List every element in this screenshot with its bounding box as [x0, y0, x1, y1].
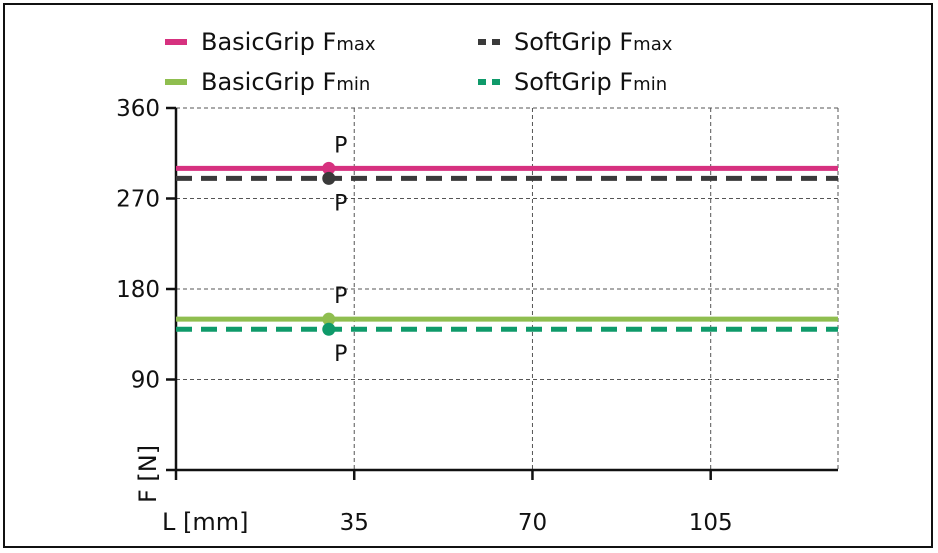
data-point-3 — [322, 322, 336, 336]
point-label-1: P — [334, 191, 347, 216]
point-label-3: P — [334, 342, 347, 367]
data-point-2 — [322, 312, 336, 326]
y-tick-label: 90 — [131, 368, 160, 394]
data-point-0 — [322, 161, 336, 175]
x-tick-label: 105 — [689, 510, 733, 536]
tick-labels: 90 180 270 360 35 70 105 — [116, 96, 733, 536]
legend-label-2: BasicGrip Fmin — [201, 68, 370, 96]
data-point-1 — [322, 171, 336, 185]
legend-label-1: SoftGrip Fmax — [514, 28, 673, 56]
x-tick-label: 35 — [340, 510, 369, 536]
legend-label-0: BasicGrip Fmax — [201, 28, 376, 56]
axes — [166, 106, 838, 480]
series-lines — [176, 165, 838, 332]
point-label-2: P — [334, 284, 347, 309]
y-tick-label: 180 — [116, 277, 160, 303]
chart-frame — [3, 3, 933, 548]
y-tick-label: 270 — [116, 187, 160, 213]
data-points: P P P P — [322, 133, 347, 367]
x-tick-label: 70 — [518, 510, 547, 536]
x-axis-label: L [mm] — [162, 508, 248, 536]
grid — [176, 107, 839, 470]
y-axis-label: F [N] — [134, 445, 162, 503]
point-label-0: P — [334, 133, 347, 158]
legend: BasicGrip Fmax SoftGrip Fmax BasicGrip Fmi… — [165, 28, 673, 96]
legend-label-3: SoftGrip Fmin — [514, 68, 667, 96]
y-tick-label: 360 — [116, 96, 160, 122]
